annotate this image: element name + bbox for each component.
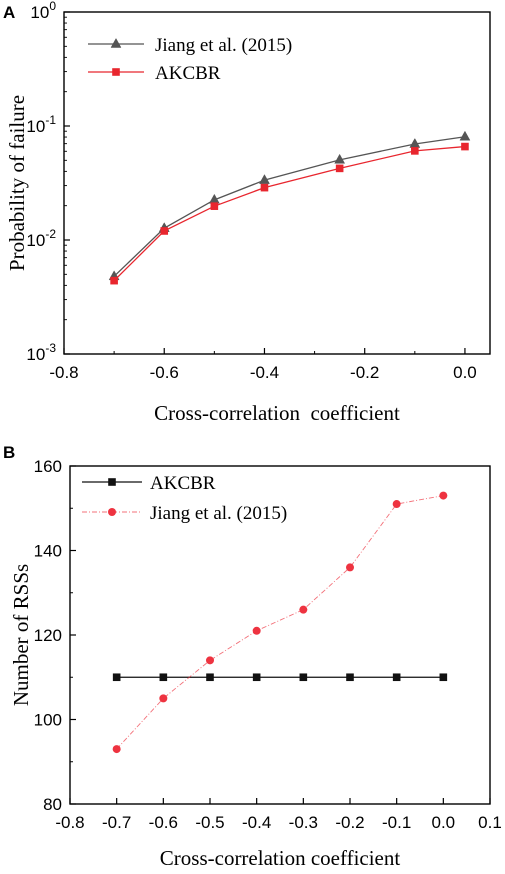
panel-b-x-tick-label: -0.1 (382, 813, 411, 832)
panel-b-legend-label: AKCBR (150, 473, 216, 494)
panel-b-data-point (112, 745, 121, 754)
panel-b-data-point (392, 673, 401, 682)
panel-a-y-axis-label: Probability of failure (5, 95, 29, 271)
panel-a-x-tick-label: -0.8 (49, 363, 78, 382)
panel-a-data-point (334, 153, 346, 164)
panel-b-data-point (206, 673, 214, 682)
panel-a-data-point (260, 183, 269, 192)
panel-b-data-point (439, 673, 448, 682)
panel-a: A -0.8 -0.6 -0.4 -0.2 0.0 10-3 10-2 10-1 100 Jia… (3, 0, 491, 425)
panel-b-data-point (439, 491, 448, 500)
panel-b-legend-label: Jiang et al. (2015) (150, 503, 287, 524)
panel-b-legend-marker (108, 478, 116, 486)
panel-b-data-point (159, 694, 168, 703)
panel-b-y-tick-label: 100 (34, 711, 62, 730)
panel-a-y-tick-label: 10-2 (26, 227, 56, 250)
panel-a-data-point (259, 174, 270, 184)
panel-b-x-tick-label: -0.7 (102, 813, 131, 832)
panel-b-x-tick-label: 0.0 (432, 813, 456, 832)
panel-b-x-axis-label: Cross-correlation coefficient (160, 846, 401, 870)
panel-a-legend-marker (112, 68, 120, 76)
panel-b: B -0.8 -0.7 -0.6 -0.5 -0.4 -0.3 -0.2 -0.1 0.0 0.1… (3, 443, 502, 870)
panel-a-data-point (335, 164, 344, 173)
panel-b-data-point (346, 673, 354, 682)
panel-a-legend: Jiang et al. (2015) AKCBR (88, 35, 292, 84)
panel-b-x-tick-label: -0.6 (149, 813, 178, 832)
panel-a-x-tick-label: -0.4 (250, 363, 279, 382)
panel-b-x-tick-label: 0.1 (478, 813, 502, 832)
panel-b-y-axis-label: Number of RSSs (9, 564, 33, 706)
panel-b-x-tick-label: -0.4 (242, 813, 271, 832)
panel-a-legend-label: AKCBR (155, 63, 221, 84)
panel-b-ticks: -0.8 -0.7 -0.6 -0.5 -0.4 -0.3 -0.2 -0.1 0.0 0.1 80… (34, 457, 502, 832)
panel-b-series (112, 491, 448, 754)
panel-b-y-tick-label: 160 (34, 457, 62, 476)
panel-b-data-point (392, 500, 401, 509)
panel-b-legend: AKCBR Jiang et al. (2015) (82, 473, 287, 524)
panel-b-y-tick-label: 120 (34, 626, 62, 645)
panel-a-legend-label: Jiang et al. (2015) (155, 35, 292, 56)
panel-b-label: B (3, 443, 15, 462)
panel-a-ticks: -0.8 -0.6 -0.4 -0.2 0.0 10-3 10-2 10-1 100 (26, 0, 476, 382)
panel-a-y-tick-label: 10-1 (26, 113, 56, 136)
panel-b-data-point (299, 605, 308, 614)
panel-a-y-tick-label: 10-3 (26, 341, 56, 364)
panel-a-label: A (3, 3, 15, 22)
panel-b-x-tick-label: -0.3 (289, 813, 318, 832)
panel-b-data-point (252, 626, 261, 635)
panel-a-plot-frame (63, 11, 491, 355)
panel-b-data-point (346, 563, 354, 572)
panel-a-data-point (210, 202, 219, 210)
panel-b-legend-marker (108, 508, 116, 516)
panel-a-x-tick-label: -0.2 (350, 363, 379, 382)
panel-b-x-tick-label: -0.2 (335, 813, 364, 832)
panel-b-y-tick-label: 80 (43, 795, 62, 814)
panel-a-x-tick-label: 0.0 (453, 363, 477, 382)
panel-b-data-point (112, 673, 121, 682)
panel-a-series-line (113, 145, 465, 282)
panel-b-x-tick-label: -0.5 (195, 813, 224, 832)
panel-a-data-point (110, 276, 118, 285)
panel-a-series-line (113, 136, 466, 277)
panel-a-series (108, 130, 471, 285)
panel-a-x-axis-label: Cross-correlation coefficient (154, 401, 400, 425)
panel-a-data-point (160, 227, 169, 235)
panel-a-data-point (461, 142, 469, 151)
panel-b-series-line (116, 495, 444, 750)
panel-a-legend-marker (110, 37, 122, 48)
panel-b-data-point (206, 656, 214, 665)
panel-a-x-tick-label: -0.6 (150, 363, 179, 382)
panel-b-x-tick-label: -0.8 (55, 813, 84, 832)
panel-b-data-point (252, 673, 261, 682)
panel-b-data-point (159, 673, 168, 682)
panel-b-data-point (299, 673, 308, 682)
panel-b-y-tick-label: 140 (34, 542, 62, 561)
panel-a-data-point (411, 147, 419, 155)
panel-a-y-tick-label: 100 (30, 0, 56, 22)
panel-a-data-point (459, 130, 471, 141)
